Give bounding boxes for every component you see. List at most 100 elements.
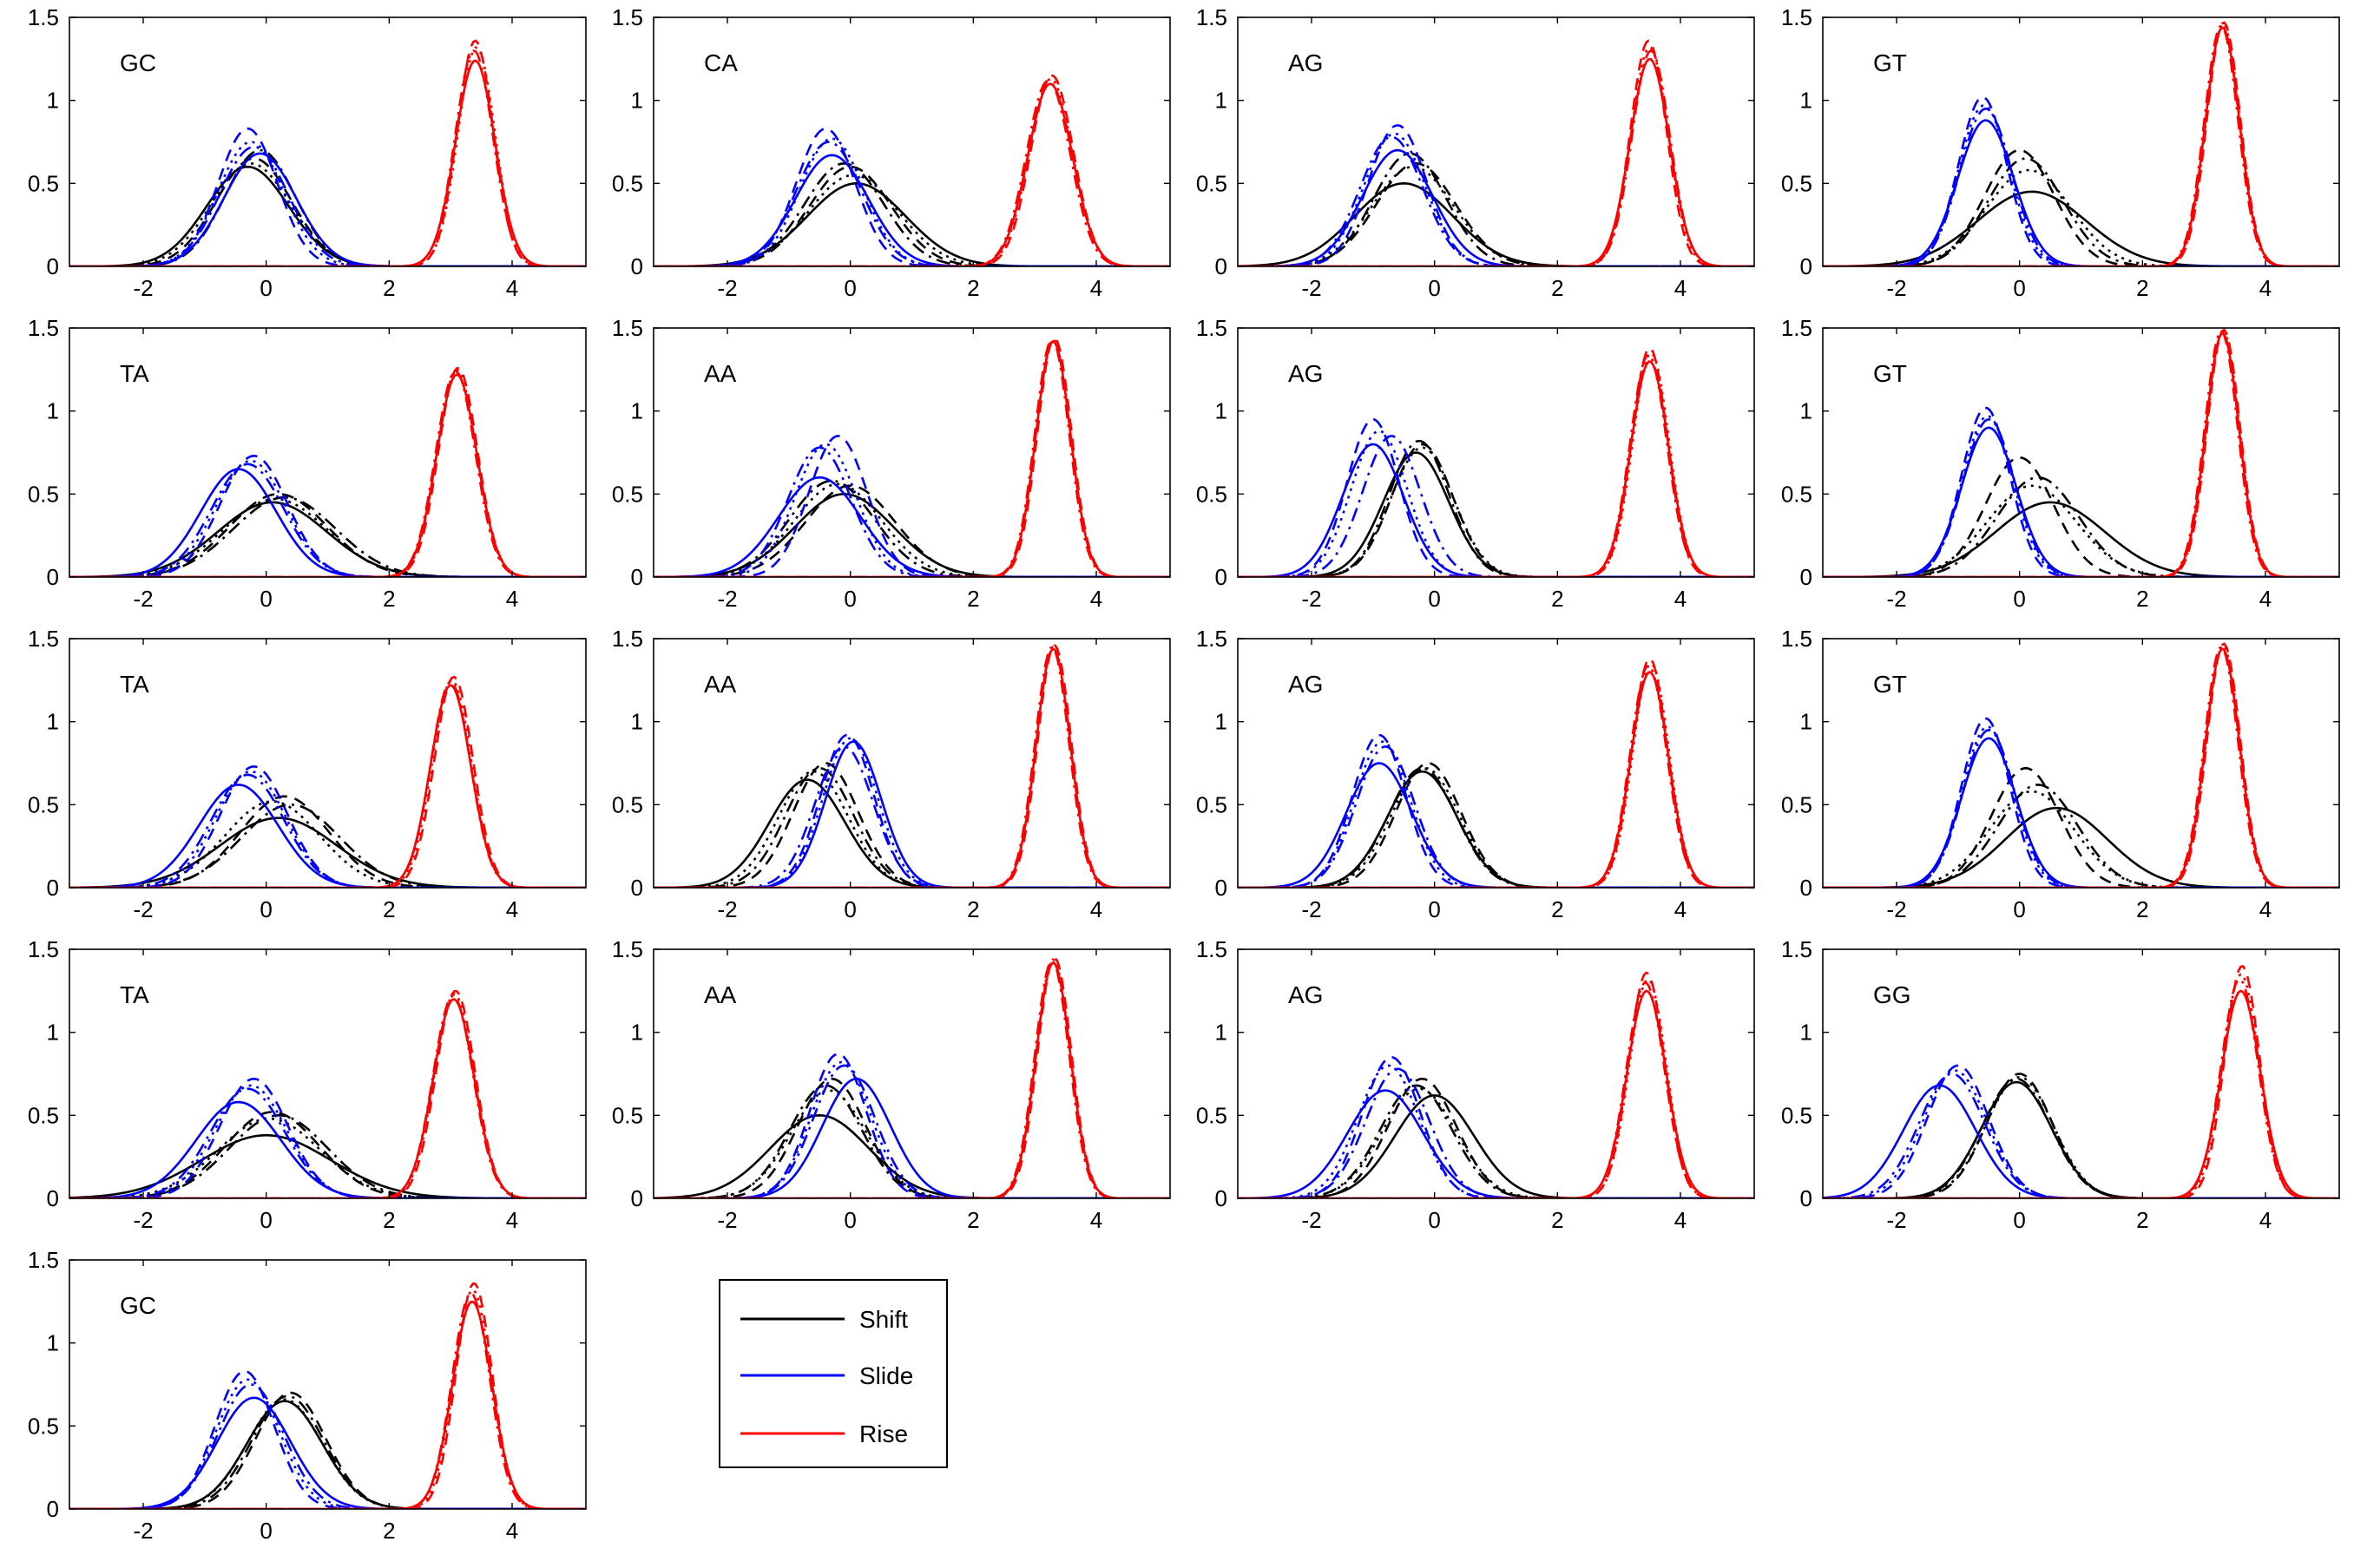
- plot-area: [1238, 17, 1754, 266]
- axes-frame: [69, 327, 587, 578]
- curve-slide-solid: [69, 1396, 586, 1509]
- curve-rise-dashdot: [1238, 353, 1754, 577]
- axes-frame: [1822, 948, 2340, 1199]
- panel-label: AA: [704, 981, 737, 1008]
- x-tick-label: -2: [1301, 1207, 1321, 1233]
- plot-area: [654, 949, 1170, 1198]
- curve-shift-dotted: [69, 1117, 586, 1198]
- x-tick-label: -2: [717, 586, 737, 612]
- panel-label: AG: [1288, 49, 1323, 76]
- y-tick-label: 1: [47, 398, 59, 424]
- y-tick-label: 0: [1800, 253, 1812, 279]
- curve-shift-dotted: [1238, 766, 1754, 888]
- x-tick-label: 4: [2259, 586, 2272, 612]
- y-tick-label: 1: [1800, 88, 1812, 114]
- y-tick-label: 1.5: [28, 626, 59, 652]
- panel-label: AA: [704, 671, 737, 698]
- curves: [1238, 658, 1754, 888]
- plot-area: [654, 17, 1170, 266]
- x-tick-label: -2: [1301, 586, 1321, 612]
- curve-slide-solid: [69, 468, 586, 577]
- curve-rise-dashdot: [1823, 978, 2339, 1198]
- x-tick-label: 4: [1090, 896, 1102, 922]
- axes-frame: [653, 16, 1171, 267]
- curve-rise-dashed: [654, 337, 1170, 577]
- curve-slide-dashed: [1238, 733, 1754, 888]
- curve-slide-solid: [654, 154, 1170, 266]
- x-tick-label: 4: [1674, 275, 1687, 301]
- curve-rise-solid: [654, 961, 1170, 1198]
- curve-shift-dotted: [654, 482, 1170, 577]
- curve-shift-dotted: [654, 1089, 1170, 1198]
- x-tick-label: 4: [1674, 896, 1687, 922]
- x-tick-label: -2: [717, 275, 737, 301]
- x-tick-label: 2: [967, 1207, 979, 1233]
- legend-box: [719, 1279, 948, 1468]
- y-tick-label: 0: [631, 564, 643, 590]
- x-tick-label: 0: [844, 896, 856, 922]
- x-tick-label: -2: [133, 896, 153, 922]
- panel-label: GT: [1873, 49, 1907, 76]
- y-tick-label: 0: [1800, 564, 1812, 590]
- curve-slide-solid: [654, 476, 1170, 577]
- x-tick-label: 4: [506, 586, 518, 612]
- x-tick-label: 2: [383, 275, 395, 301]
- panel-13: -2 0 2 4 0 0.5 1 1.5 AA: [612, 936, 1171, 1233]
- y-tick-label: 1: [47, 88, 59, 114]
- panel-label: GT: [1873, 360, 1907, 387]
- y-tick-label: 1: [1215, 88, 1227, 114]
- panel-label: GC: [120, 1292, 156, 1319]
- x-tick-label: 0: [1428, 896, 1440, 922]
- panel-label: GT: [1873, 671, 1907, 698]
- panel-label: GC: [120, 49, 156, 76]
- x-tick-label: 0: [260, 896, 272, 922]
- x-tick-label: 4: [1090, 1207, 1102, 1233]
- plot-area: [1823, 17, 2339, 266]
- curve-rise-solid: [654, 647, 1170, 888]
- panel-0: -2 0 2 4 0 0.5 1 1.5 GC: [28, 4, 587, 301]
- y-tick-label: 1.5: [1196, 626, 1227, 652]
- x-tick-label: -2: [717, 1207, 737, 1233]
- y-tick-label: 0: [1215, 564, 1227, 590]
- plot-area: [69, 639, 586, 888]
- panel-15: -2 0 2 4 0 0.5 1 1.5 GG: [1781, 936, 2340, 1233]
- x-tick-label: 2: [1551, 275, 1563, 301]
- x-tick-label: 0: [844, 586, 856, 612]
- x-tick-label: 4: [1674, 586, 1687, 612]
- x-tick-label: -2: [1886, 1207, 1906, 1233]
- x-tick-label: 0: [1428, 1207, 1440, 1233]
- x-tick-label: 4: [506, 1518, 518, 1544]
- axes-frame: [1237, 16, 1755, 267]
- x-tick-label: -2: [1886, 896, 1906, 922]
- axes-frame: [69, 638, 587, 889]
- curves: [654, 74, 1170, 266]
- curve-rise-dashed: [1238, 971, 1754, 1198]
- curve-shift-dotted: [69, 162, 586, 266]
- y-tick-label: 1: [631, 709, 643, 735]
- curve-rise-dashdot: [1238, 664, 1754, 888]
- x-tick-label: -2: [133, 1207, 153, 1233]
- y-tick-label: 0.5: [28, 481, 59, 507]
- curve-slide-dotted: [1238, 132, 1754, 266]
- curve-slide-dashed: [69, 1078, 586, 1198]
- y-tick-label: 1.5: [1196, 315, 1227, 341]
- x-tick-label: -2: [717, 896, 737, 922]
- x-tick-label: 4: [2259, 896, 2272, 922]
- y-tick-label: 0: [47, 1496, 59, 1522]
- panel-2: -2 0 2 4 0 0.5 1 1.5 AG: [1196, 4, 1755, 301]
- curve-slide-dashdot: [1238, 745, 1754, 888]
- y-tick-label: 1.5: [28, 4, 59, 30]
- y-tick-label: 1.5: [1196, 4, 1227, 30]
- curve-slide-dashdot: [69, 1087, 586, 1198]
- curve-slide-dotted: [69, 1378, 586, 1509]
- panel-6: -2 0 2 4 0 0.5 1 1.5 AG: [1196, 315, 1755, 612]
- panel-label: TA: [120, 360, 149, 387]
- x-tick-label: 4: [1090, 586, 1102, 612]
- curve-slide-dotted: [69, 459, 586, 577]
- curve-rise-dashdot: [1823, 330, 2339, 577]
- x-tick-label: 2: [2136, 1207, 2148, 1233]
- curve-slide-dotted: [69, 141, 586, 266]
- x-tick-label: 0: [2013, 275, 2025, 301]
- plot-area: [69, 328, 586, 577]
- y-tick-label: 1: [631, 398, 643, 424]
